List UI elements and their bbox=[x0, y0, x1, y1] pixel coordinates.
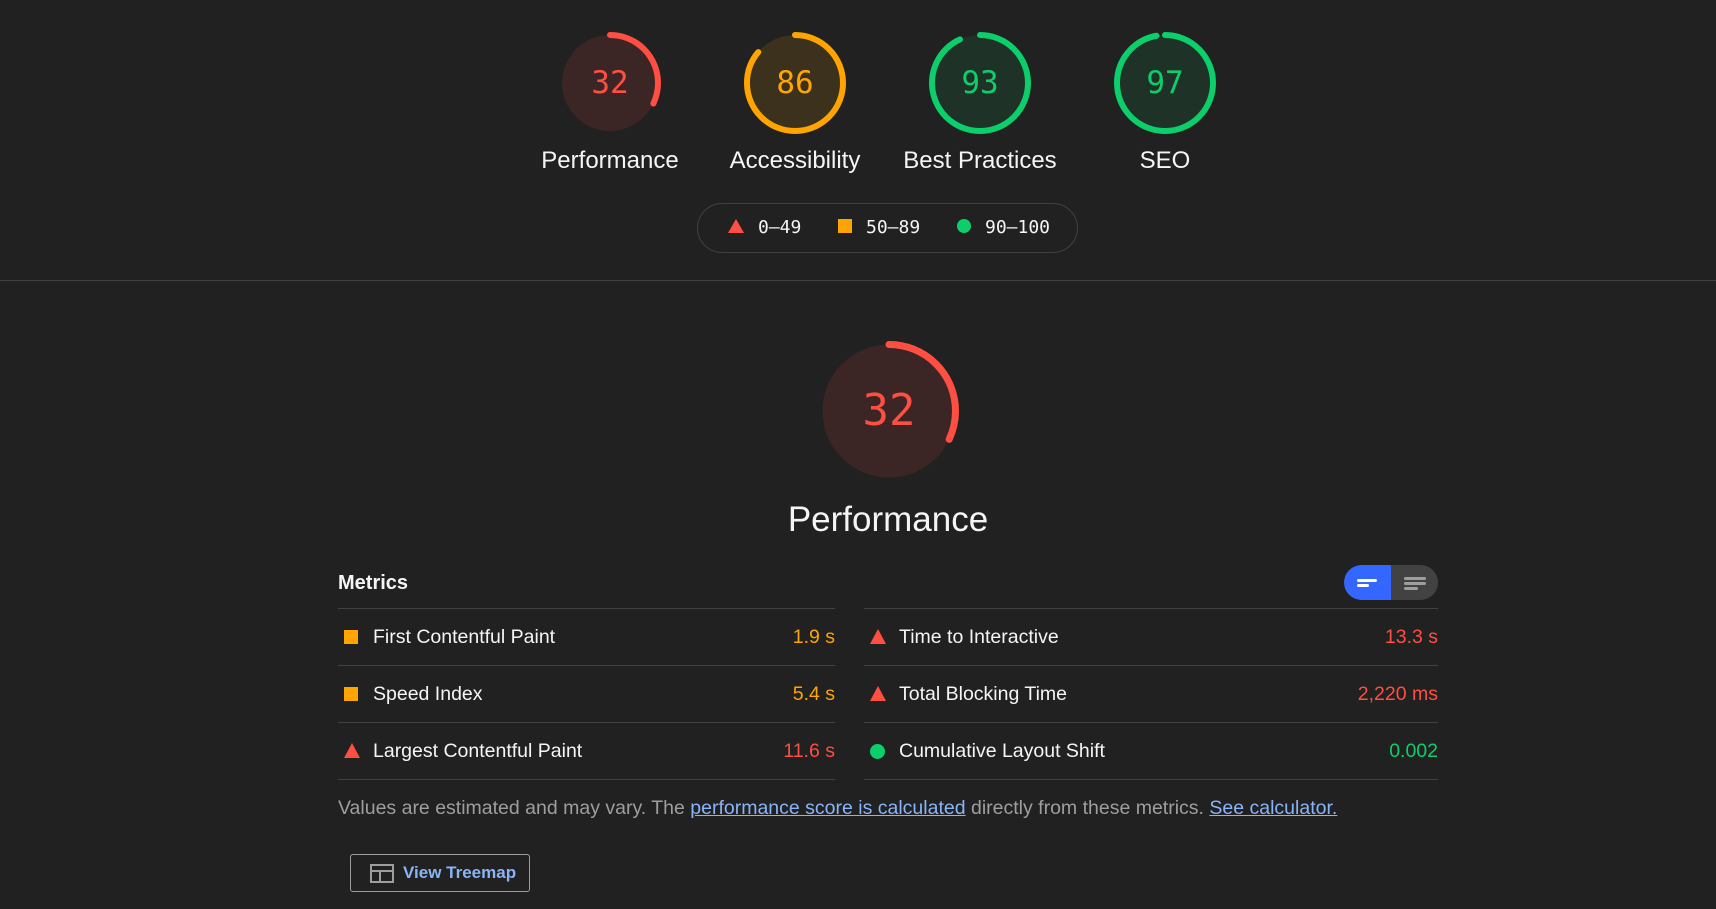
metric-row: Speed Index 5.4 s bbox=[338, 665, 835, 722]
metric-value: 2,220 ms bbox=[1357, 683, 1438, 705]
performance-score: 32 bbox=[862, 385, 916, 436]
score-legend: 0–49 50–89 90–100 bbox=[697, 203, 1078, 253]
see-calculator-link[interactable]: See calculator. bbox=[1209, 797, 1338, 819]
gauge-arc bbox=[559, 32, 661, 134]
treemap-icon bbox=[370, 864, 394, 883]
metric-row: Cumulative Layout Shift 0.002 bbox=[864, 722, 1438, 780]
metric-row: First Contentful Paint 1.9 s bbox=[338, 608, 835, 665]
gauge-base bbox=[932, 35, 1028, 131]
metric-value: 13.3 s bbox=[1384, 626, 1438, 648]
metric-name: Time to Interactive bbox=[899, 626, 1059, 648]
gauge-ring bbox=[929, 32, 1031, 134]
gauge-ring bbox=[819, 341, 959, 481]
circle-icon bbox=[957, 219, 971, 233]
gauge-performance[interactable]: 32 Performance bbox=[520, 31, 700, 181]
circle-icon bbox=[870, 744, 885, 759]
gauge-arc bbox=[819, 341, 959, 481]
gauge-best-practices[interactable]: 93 Best Practices bbox=[890, 31, 1070, 181]
gauge-label: Best Practices bbox=[903, 147, 1057, 174]
view-treemap-label: View Treemap bbox=[403, 863, 517, 882]
metric-name: Largest Contentful Paint bbox=[373, 740, 583, 762]
category-gauges: 32 Performance 86 Accessibility 93 Best … bbox=[0, 31, 1716, 181]
metrics-footnote: Values are estimated and may vary. The p… bbox=[338, 797, 1337, 820]
lines-icon bbox=[1404, 587, 1418, 590]
gauge-ring bbox=[744, 32, 846, 134]
metric-value: 1.9 s bbox=[792, 626, 835, 648]
section-divider bbox=[0, 280, 1716, 281]
square-icon bbox=[344, 630, 358, 644]
gauge-label: SEO bbox=[1139, 147, 1191, 174]
lines-icon bbox=[1404, 577, 1426, 580]
metric-value: 5.4 s bbox=[792, 683, 835, 705]
metric-value: 0.002 bbox=[1389, 740, 1438, 762]
metrics-right-column: Time to Interactive 13.3 s Total Blockin… bbox=[864, 608, 1438, 780]
gauge-score: 32 bbox=[591, 65, 629, 101]
lines-icon bbox=[1404, 582, 1426, 585]
gauge-score: 93 bbox=[961, 65, 999, 101]
compact-view-button[interactable] bbox=[1344, 565, 1391, 600]
legend-average-label: 50–89 bbox=[866, 217, 921, 238]
metric-row: Time to Interactive 13.3 s bbox=[864, 608, 1438, 665]
gauge-base bbox=[562, 35, 658, 131]
performance-title: Performance bbox=[787, 500, 989, 539]
triangle-icon bbox=[870, 629, 886, 644]
footnote-text: directly from these metrics. bbox=[965, 797, 1210, 819]
metrics-header: Metrics bbox=[338, 572, 409, 594]
gauge-label: Performance bbox=[541, 147, 679, 174]
gauge-score: 97 bbox=[1146, 65, 1184, 101]
metric-value: 11.6 s bbox=[783, 740, 835, 762]
gauge-base bbox=[747, 35, 843, 131]
performance-gauge: 32 bbox=[818, 340, 960, 482]
metric-name: Total Blocking Time bbox=[899, 683, 1067, 705]
metrics-view-toggle[interactable] bbox=[1344, 565, 1438, 600]
metric-row: Largest Contentful Paint 11.6 s bbox=[338, 722, 835, 780]
gauge-base bbox=[822, 344, 956, 478]
footnote-text: Values are estimated and may vary. The bbox=[338, 797, 691, 819]
metrics-left-column: First Contentful Paint 1.9 s Speed Index… bbox=[338, 608, 835, 780]
triangle-icon bbox=[728, 219, 744, 233]
metric-name: Speed Index bbox=[373, 683, 483, 705]
metric-name: First Contentful Paint bbox=[373, 626, 556, 648]
expanded-view-button[interactable] bbox=[1391, 565, 1438, 600]
gauge-label: Accessibility bbox=[729, 147, 861, 174]
gauge-arc bbox=[1114, 32, 1216, 134]
gauge-ring bbox=[1114, 32, 1216, 134]
legend-average: 50–89 bbox=[838, 204, 920, 252]
gauge-seo[interactable]: 97 SEO bbox=[1075, 31, 1255, 181]
triangle-icon bbox=[870, 686, 886, 701]
legend-fail-label: 0–49 bbox=[758, 217, 802, 238]
gauge-ring bbox=[559, 32, 661, 134]
square-icon bbox=[838, 219, 852, 233]
legend-pass-label: 90–100 bbox=[985, 217, 1051, 238]
gauge-score: 86 bbox=[776, 65, 814, 101]
gauge-arc bbox=[929, 32, 1031, 134]
gauge-base bbox=[1117, 35, 1213, 131]
gauge-arc bbox=[744, 32, 846, 134]
metric-row: Total Blocking Time 2,220 ms bbox=[864, 665, 1438, 722]
triangle-icon bbox=[344, 743, 360, 758]
metric-name: Cumulative Layout Shift bbox=[899, 740, 1105, 762]
score-calculated-link[interactable]: performance score is calculated bbox=[690, 797, 966, 819]
legend-pass: 90–100 bbox=[957, 204, 1050, 252]
square-icon bbox=[344, 687, 358, 701]
lines-icon bbox=[1357, 584, 1369, 587]
legend-fail: 0–49 bbox=[728, 204, 801, 252]
gauge-accessibility[interactable]: 86 Accessibility bbox=[705, 31, 885, 181]
lines-icon bbox=[1357, 579, 1377, 582]
view-treemap-button[interactable]: View Treemap bbox=[350, 854, 530, 892]
